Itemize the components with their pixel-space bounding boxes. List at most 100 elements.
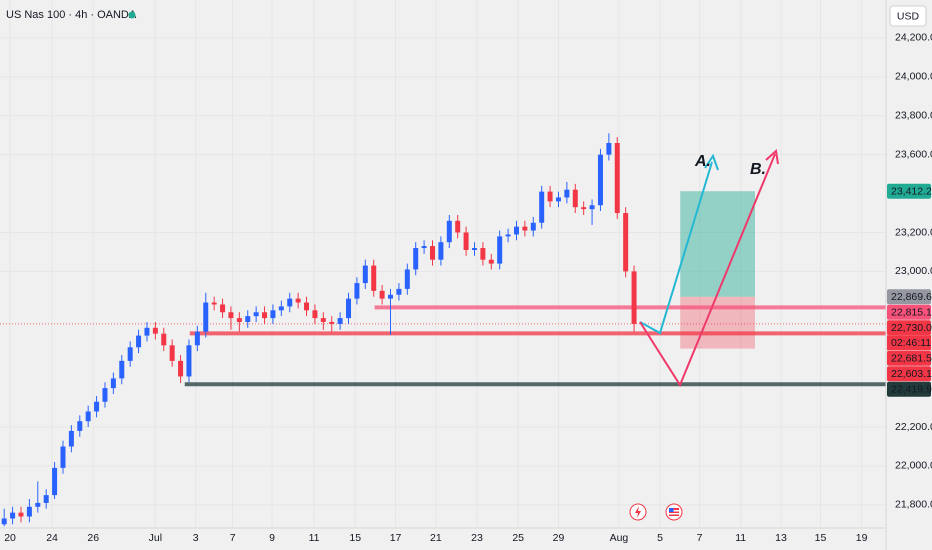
candle-body — [178, 360, 184, 377]
countdown: 02:46:11 — [891, 337, 931, 349]
candle-body — [597, 154, 603, 206]
candle-body — [119, 360, 125, 379]
candle-body — [152, 327, 158, 334]
currency-button[interactable] — [889, 5, 927, 27]
x-tick-label: 15 — [349, 532, 361, 544]
candle-body — [35, 502, 41, 507]
candle-body — [287, 298, 293, 307]
candle-body — [346, 298, 352, 319]
candle-body — [497, 236, 503, 264]
candle-body — [320, 318, 326, 322]
candle-body — [463, 232, 469, 250]
x-tick-label: 19 — [856, 532, 868, 544]
candle-body — [94, 401, 100, 412]
candle-body — [555, 197, 561, 202]
candle-body — [236, 318, 242, 322]
y-tick-label: 22,000.0 — [895, 460, 932, 472]
currency[interactable]: USD — [897, 10, 920, 22]
candle-body — [203, 302, 209, 332]
candle-body — [18, 512, 24, 517]
y-tick-label: 23,000.0 — [895, 265, 932, 277]
candle-body — [161, 333, 167, 346]
x-tick-label: 25 — [512, 532, 524, 544]
candle-body — [1, 518, 7, 525]
candle-body — [581, 207, 587, 210]
candle-body — [312, 310, 318, 319]
candle-body — [564, 189, 570, 198]
candle-body — [102, 388, 108, 402]
x-tick-label: 29 — [553, 532, 565, 544]
y-tick-label: 23,800.0 — [895, 110, 932, 122]
candle-body — [253, 312, 259, 317]
x-tick-label: 20 — [4, 532, 16, 544]
candle-body — [430, 246, 436, 260]
price-label-box — [887, 381, 931, 397]
candle-body — [379, 290, 385, 299]
price-label-box — [887, 320, 931, 336]
y-tick-label: 23,600.0 — [895, 148, 932, 160]
price-axis-panel — [886, 0, 932, 550]
candle-body — [547, 191, 553, 202]
countdown-box — [887, 335, 931, 351]
arrow-b-head — [765, 149, 779, 165]
y-tick-label: 24,000.0 — [895, 71, 932, 83]
price-label-box — [887, 289, 931, 305]
candle-body — [446, 220, 452, 243]
price-label: 23,412.2 — [891, 185, 932, 197]
price-label-box — [887, 366, 931, 382]
price-label-box — [887, 350, 931, 366]
price-label: 22,419.9 — [891, 384, 932, 396]
candle-body — [77, 421, 83, 431]
candle-body — [68, 430, 74, 447]
y-tick-label: 24,200.0 — [895, 32, 932, 44]
x-tick-label: Jul — [149, 532, 162, 544]
candle-body — [522, 226, 528, 231]
candle-body — [354, 283, 360, 299]
candle-body — [488, 259, 494, 264]
x-tick-label: 21 — [430, 532, 442, 544]
candle-body — [85, 411, 91, 422]
candle-body — [606, 142, 612, 155]
candle-body — [572, 189, 578, 208]
candle-body — [60, 446, 66, 468]
grid — [0, 0, 886, 528]
flag-canton — [669, 508, 674, 512]
candle-body — [211, 302, 217, 305]
flag-stripe — [669, 513, 679, 515]
candle-body — [295, 298, 301, 303]
candle-body — [589, 205, 595, 210]
x-tick-label: 5 — [657, 532, 663, 544]
candle-body — [186, 345, 192, 377]
x-tick-label: 13 — [775, 532, 787, 544]
lightning — [635, 506, 641, 518]
candle-body — [270, 310, 276, 319]
candle-body — [362, 265, 368, 284]
candle-body — [26, 506, 32, 517]
candle-body — [136, 335, 142, 348]
candle-body — [413, 248, 419, 270]
x-tick-label: 24 — [46, 532, 58, 544]
drawings — [0, 191, 886, 387]
x-tick-label: Aug — [610, 532, 629, 544]
candle-body — [127, 347, 133, 361]
candle-body — [337, 318, 343, 324]
flag — [669, 508, 679, 516]
candle-body — [505, 234, 511, 237]
candle-body — [329, 321, 335, 324]
candle-body — [513, 226, 519, 235]
price-label: 22,869.6 — [891, 291, 932, 303]
candle-body — [43, 495, 49, 503]
stop-zone — [680, 296, 755, 349]
candle-body — [10, 512, 16, 519]
candle-body — [194, 331, 200, 346]
annotation: B. — [750, 161, 766, 178]
y-tick-label: 23,200.0 — [895, 226, 932, 238]
y-tick-label: 21,800.0 — [895, 499, 932, 511]
flag-stripe — [669, 510, 679, 512]
x-tick-label: 23 — [471, 532, 483, 544]
price-label-box — [887, 304, 931, 320]
price-label: 22,730.0 — [891, 322, 932, 334]
candle-body — [631, 271, 637, 324]
